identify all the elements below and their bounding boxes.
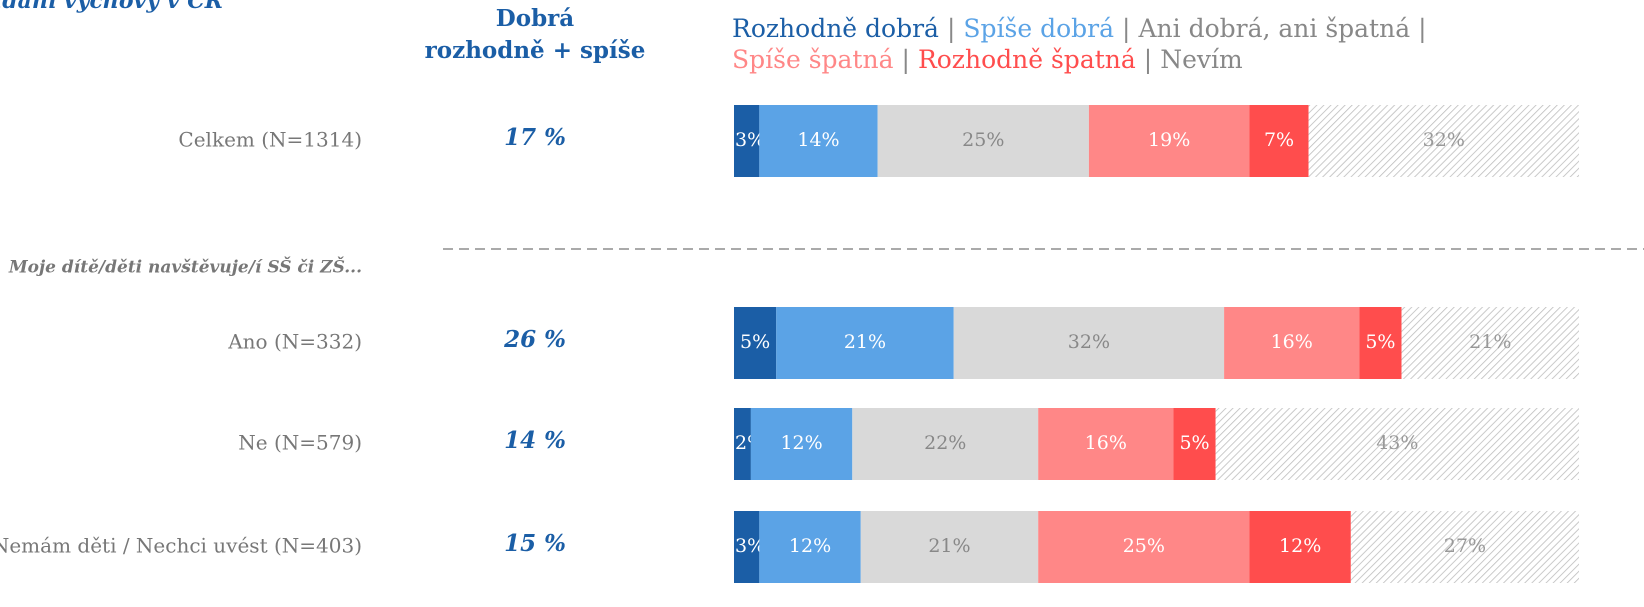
bar-segment — [1173, 408, 1216, 480]
bar-segment — [1038, 408, 1174, 480]
legend-entry: Spíše dobrá — [963, 14, 1114, 43]
legend-separator: | — [947, 14, 955, 44]
bar-segment — [734, 105, 760, 177]
bar-segment — [953, 307, 1225, 379]
bar-segment — [1038, 511, 1250, 583]
value-label: 16% — [1271, 331, 1313, 353]
bar-segment — [1224, 307, 1360, 379]
legend: Spíše špatná | Rozhodně špatná | Nevím — [732, 45, 1243, 75]
row-label: Ano (N=332) — [227, 330, 362, 354]
value-label: 12% — [780, 432, 822, 454]
value-label: 14% — [797, 129, 839, 151]
row-label: Nemám děti / Nechci uvést (N=403) — [0, 534, 362, 558]
legend-separator: | — [1418, 14, 1426, 44]
legend-separator: | — [902, 45, 910, 75]
good-total: 26 % — [503, 326, 566, 353]
value-label: 21% — [844, 331, 886, 353]
bar-segment — [1401, 307, 1579, 379]
legend-entry: Nevím — [1160, 45, 1243, 74]
value-label: 5% — [1365, 331, 1395, 353]
value-label: 3% — [735, 535, 765, 557]
chart-title: adání výchovy v ČR — [0, 0, 223, 14]
bar-segment — [759, 105, 878, 177]
bar-segment — [776, 307, 954, 379]
column-header: Dobrá — [496, 5, 574, 32]
row-label: Celkem (N=1314) — [178, 128, 362, 152]
good-total: 14 % — [504, 427, 566, 454]
value-label: 21% — [928, 535, 970, 557]
value-label: 3% — [735, 129, 765, 151]
legend-separator: | — [1122, 14, 1130, 44]
value-label: 22% — [924, 432, 966, 454]
legend-entry: Spíše špatná — [732, 45, 894, 74]
value-label: 5% — [1179, 432, 1209, 454]
value-label: 43% — [1376, 432, 1418, 454]
bar-segment — [877, 105, 1089, 177]
bar-segment — [1350, 511, 1579, 583]
bar-segment — [1249, 511, 1351, 583]
value-label: 25% — [1123, 535, 1165, 557]
bar-segment — [1088, 105, 1250, 177]
bar-segment — [734, 408, 751, 480]
legend: Rozhodně dobrá | Spíše dobrá | Ani dobrá, an… — [732, 14, 1427, 44]
value-label: 7% — [1264, 129, 1294, 151]
value-label: 21% — [1469, 331, 1511, 353]
bar-segment — [1308, 105, 1579, 177]
good-total: 17 % — [504, 124, 566, 151]
value-label: 12% — [789, 535, 831, 557]
legend-entry: Rozhodně špatná — [918, 45, 1136, 74]
legend-entry: Ani dobrá, ani špatná — [1137, 14, 1410, 43]
value-label: 32% — [1423, 129, 1465, 151]
row-label: Ne (N=579) — [238, 431, 362, 455]
bar-segment — [759, 511, 861, 583]
value-label: 32% — [1068, 331, 1110, 353]
bar-segment — [734, 511, 760, 583]
bar-segment — [1249, 105, 1309, 177]
value-label: 5% — [740, 331, 770, 353]
good-total: 15 % — [504, 530, 566, 557]
bar-segment — [734, 307, 777, 379]
value-label: 25% — [962, 129, 1004, 151]
legend-separator: | — [1144, 45, 1152, 75]
group-label: Moje dítě/děti navštěvuje/í SŠ či ZŠ... — [8, 257, 362, 278]
bar-segment — [750, 408, 853, 480]
bar-segment — [860, 511, 1039, 583]
value-label: 16% — [1085, 432, 1127, 454]
bar-segment — [1215, 408, 1579, 480]
bar-segment — [852, 408, 1039, 480]
value-label: 12% — [1279, 535, 1321, 557]
value-label: 19% — [1148, 129, 1190, 151]
column-header: rozhodně + spíše — [425, 37, 646, 64]
value-label: 27% — [1444, 535, 1486, 557]
bar-segment — [1359, 307, 1402, 379]
legend-entry: Rozhodně dobrá — [732, 14, 939, 43]
